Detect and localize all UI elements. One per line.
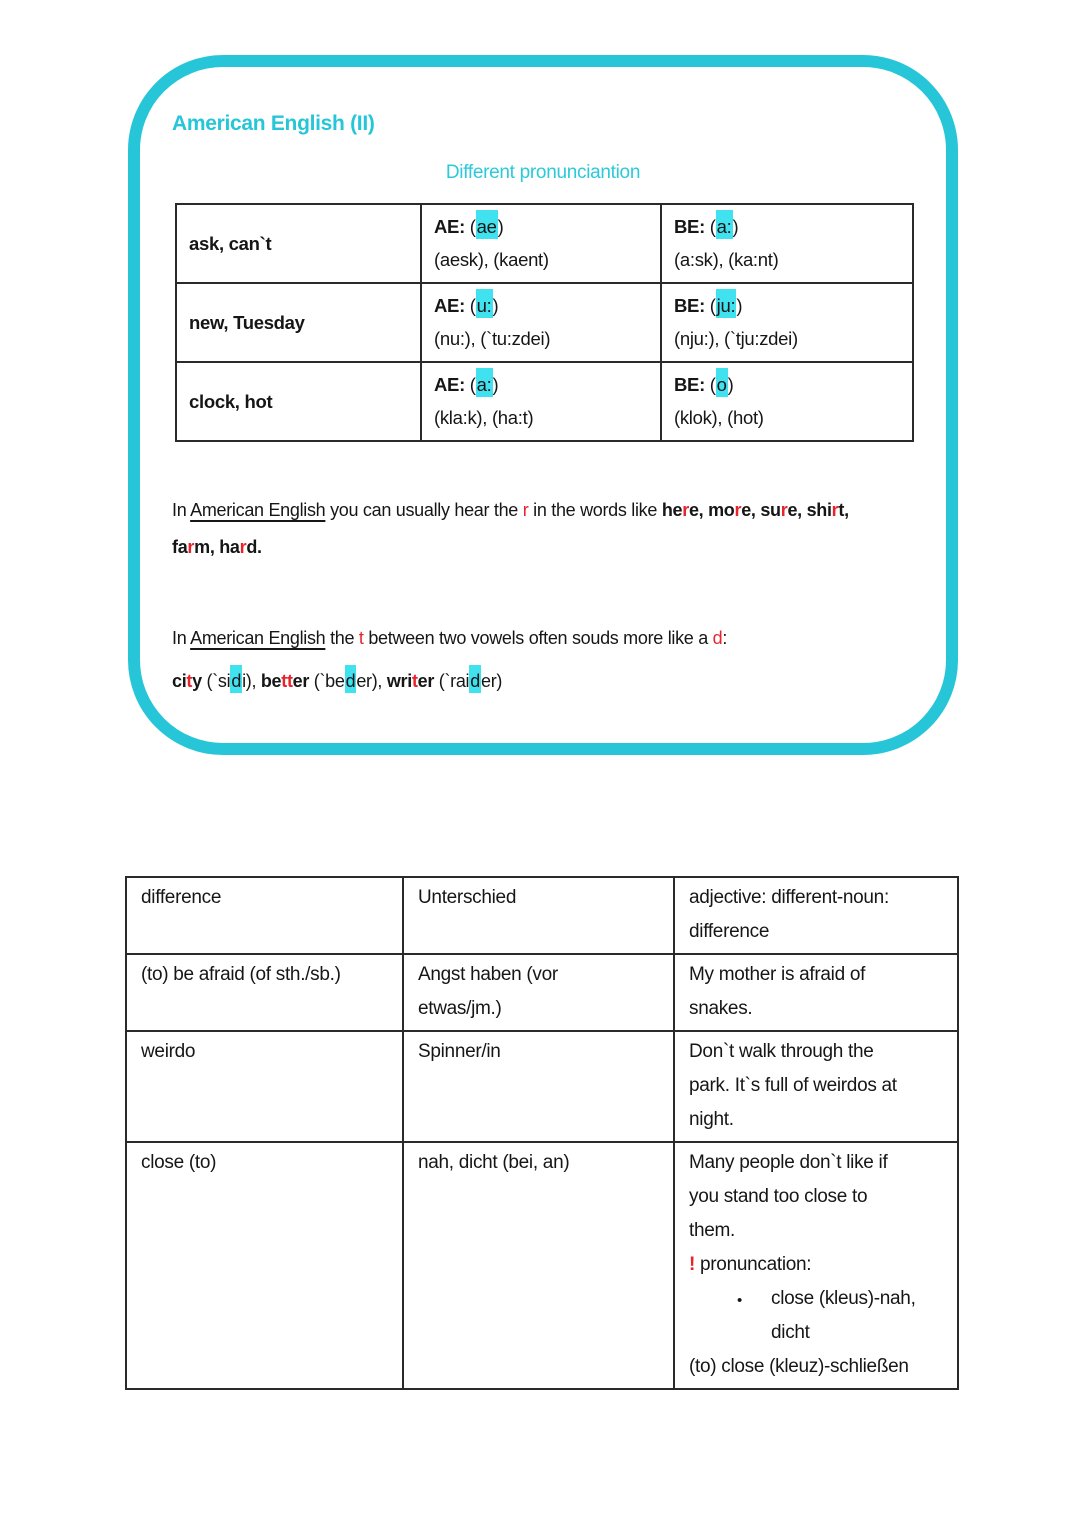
ae-cell: AE: (a:) (kla:k), (ha:t) (420, 361, 662, 442)
paragraph-r-sound: In American English you can usually hear… (172, 500, 849, 557)
note-last-line: (to) close (kleuz)-schließen (689, 1356, 909, 1377)
english-cell: difference (125, 876, 404, 955)
word-cell: clock, hot (175, 361, 422, 442)
bullet-icon: • (737, 1292, 742, 1309)
red-letter: r (734, 500, 742, 520)
be-label: BE: (674, 374, 705, 395)
exclamation-mark: ! (689, 1254, 696, 1275)
table-row: close (to) nah, dicht (bei, an) Many peo… (125, 1141, 959, 1390)
red-letter: r (780, 500, 788, 520)
red-letter: tt (281, 671, 293, 691)
underlined-term: American English (190, 500, 326, 520)
pronunciation-warning: ! pronuncation: (689, 1254, 812, 1275)
phonetic-line: (nu:), (`tu:zdei) (434, 328, 551, 349)
be-label: BE: (674, 216, 705, 237)
be-cell: BE: (ju:) (nju:), (`tju:zdei) (660, 282, 914, 363)
red-letter: t (186, 671, 193, 691)
highlighted-sound: d (230, 665, 243, 693)
bullet-list-item: • close (kleus)-nah, dicht (689, 1282, 947, 1350)
be-label: BE: (674, 295, 705, 316)
table-row: difference Unterschied adjective: differ… (125, 876, 959, 955)
highlighted-sound: a: (475, 368, 493, 397)
red-letter: r (187, 537, 195, 557)
word-cell: ask, can`t (175, 203, 422, 284)
english-cell: weirdo (125, 1030, 404, 1143)
red-letter: t (411, 671, 418, 691)
phonetic-line: (nju:), (`tju:zdei) (674, 328, 798, 349)
highlighted-sound: ju: (715, 289, 737, 318)
ae-cell: AE: (u:) (nu:), (`tu:zdei) (420, 282, 662, 363)
german-cell: Angst haben (vor etwas/jm.) (402, 953, 675, 1032)
red-letter: r (831, 500, 839, 520)
phonetic-line: (a:sk), (ka:nt) (674, 249, 779, 270)
be-cell: BE: (a:) (a:sk), (ka:nt) (660, 203, 914, 284)
note-cell: Don`t walk through the park. It`s full o… (673, 1030, 959, 1143)
german-cell: Unterschied (402, 876, 675, 955)
highlighted-sound: u: (475, 289, 493, 318)
table-row: weirdo Spinner/in Don`t walk through the… (125, 1030, 959, 1143)
word-cell: new, Tuesday (175, 282, 422, 363)
red-letter: r (522, 500, 529, 520)
card-subtitle: Different pronunciantion (445, 162, 641, 183)
german-cell: Spinner/in (402, 1030, 675, 1143)
english-cell: close (to) (125, 1141, 404, 1390)
ae-label: AE: (434, 295, 465, 316)
paragraph-t-sound: In American English the t between two vo… (172, 628, 728, 648)
card-title: American English (II) (172, 112, 375, 135)
highlighted-sound: d (344, 665, 357, 693)
note-sentence: Many people don`t like if you stand too … (689, 1152, 888, 1241)
red-letter: r (239, 537, 247, 557)
ae-label: AE: (434, 216, 465, 237)
phonetic-line: (aesk), (kaent) (434, 249, 549, 270)
underlined-term: American English (190, 628, 326, 648)
american-english-card: American English (II) Different pronunci… (128, 55, 958, 755)
red-letter: d (712, 628, 723, 648)
english-cell: (to) be afraid (of sth./sb.) (125, 953, 404, 1032)
highlighted-sound: ae (475, 210, 498, 239)
phonetic-line: (klok), (hot) (674, 407, 764, 428)
highlighted-sound: a: (715, 210, 733, 239)
note-cell: Many people don`t like if you stand too … (673, 1141, 959, 1390)
highlighted-sound: o (715, 368, 728, 397)
german-cell: nah, dicht (bei, an) (402, 1141, 675, 1390)
ae-label: AE: (434, 374, 465, 395)
be-cell: BE: (o) (klok), (hot) (660, 361, 914, 442)
red-letter: t (358, 628, 364, 648)
phonetic-line: (kla:k), (ha:t) (434, 407, 534, 428)
highlighted-sound: d (469, 665, 481, 693)
pronunciation-table: ask, can`t AE: (ae) (aesk), (kaent) BE: … (175, 203, 914, 442)
note-cell: adjective: different-noun: difference (673, 876, 959, 955)
red-letter: r (682, 500, 689, 520)
table-row: new, Tuesday AE: (u:) (nu:), (`tu:zdei) … (175, 282, 914, 363)
table-row: clock, hot AE: (a:) (kla:k), (ha:t) BE: … (175, 361, 914, 442)
examples-line: city (`sidi), better (`beder), writer (`… (172, 663, 934, 700)
note-cell: My mother is afraid of snakes. (673, 953, 959, 1032)
ae-cell: AE: (ae) (aesk), (kaent) (420, 203, 662, 284)
table-row: (to) be afraid (of sth./sb.) Angst haben… (125, 953, 959, 1032)
table-row: ask, can`t AE: (ae) (aesk), (kaent) BE: … (175, 203, 914, 284)
vocabulary-table: difference Unterschied adjective: differ… (125, 876, 959, 1390)
